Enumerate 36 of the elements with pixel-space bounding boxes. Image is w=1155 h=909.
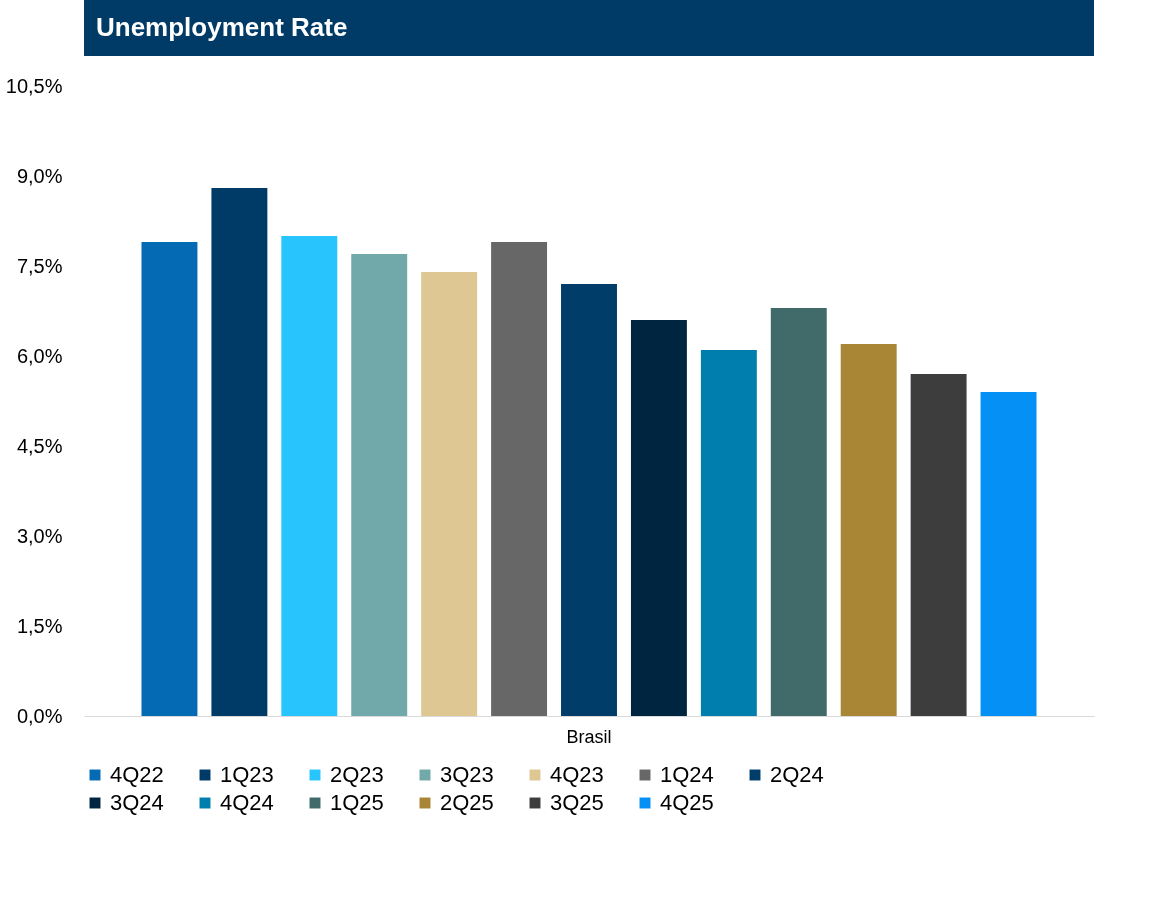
legend-label: 1Q24 xyxy=(660,762,714,787)
bar xyxy=(421,272,478,716)
y-tick-label: 4,5% xyxy=(16,434,63,457)
legend-label: 4Q22 xyxy=(110,762,164,787)
bar xyxy=(700,350,757,716)
legend-label: 1Q25 xyxy=(330,790,384,815)
bar xyxy=(980,392,1037,716)
bar xyxy=(281,236,338,716)
y-tick-label: 6,0% xyxy=(16,344,63,367)
bar xyxy=(630,320,687,716)
legend-label: 2Q24 xyxy=(770,762,824,787)
x-tick-label: Brasil xyxy=(566,726,612,747)
chart-title: Unemployment Rate xyxy=(96,12,348,42)
bar xyxy=(561,284,617,716)
legend-label: 3Q25 xyxy=(550,790,604,815)
bar xyxy=(910,374,967,716)
y-tick-label: 7,5% xyxy=(16,254,63,277)
bar xyxy=(770,308,827,716)
bar xyxy=(141,242,198,716)
legend-label: 2Q25 xyxy=(440,790,494,815)
legend-label: 1Q23 xyxy=(220,762,274,787)
legend-label: 4Q24 xyxy=(220,790,274,815)
bar xyxy=(491,242,548,716)
y-tick-label: 9,0% xyxy=(16,164,63,187)
bar xyxy=(351,254,408,716)
y-tick-label: 1,5% xyxy=(16,614,63,637)
legend-label: 3Q23 xyxy=(440,762,494,787)
legend-label: 4Q25 xyxy=(660,790,714,815)
legend-label: 3Q24 xyxy=(110,790,164,815)
bar xyxy=(840,344,897,716)
y-tick-label: 10,5% xyxy=(5,74,63,97)
legend-label: 2Q23 xyxy=(330,762,384,787)
legend-label: 4Q23 xyxy=(550,762,604,787)
y-tick-label: 0,0% xyxy=(16,704,63,727)
y-tick-label: 3,0% xyxy=(16,524,63,547)
bar xyxy=(211,188,268,716)
